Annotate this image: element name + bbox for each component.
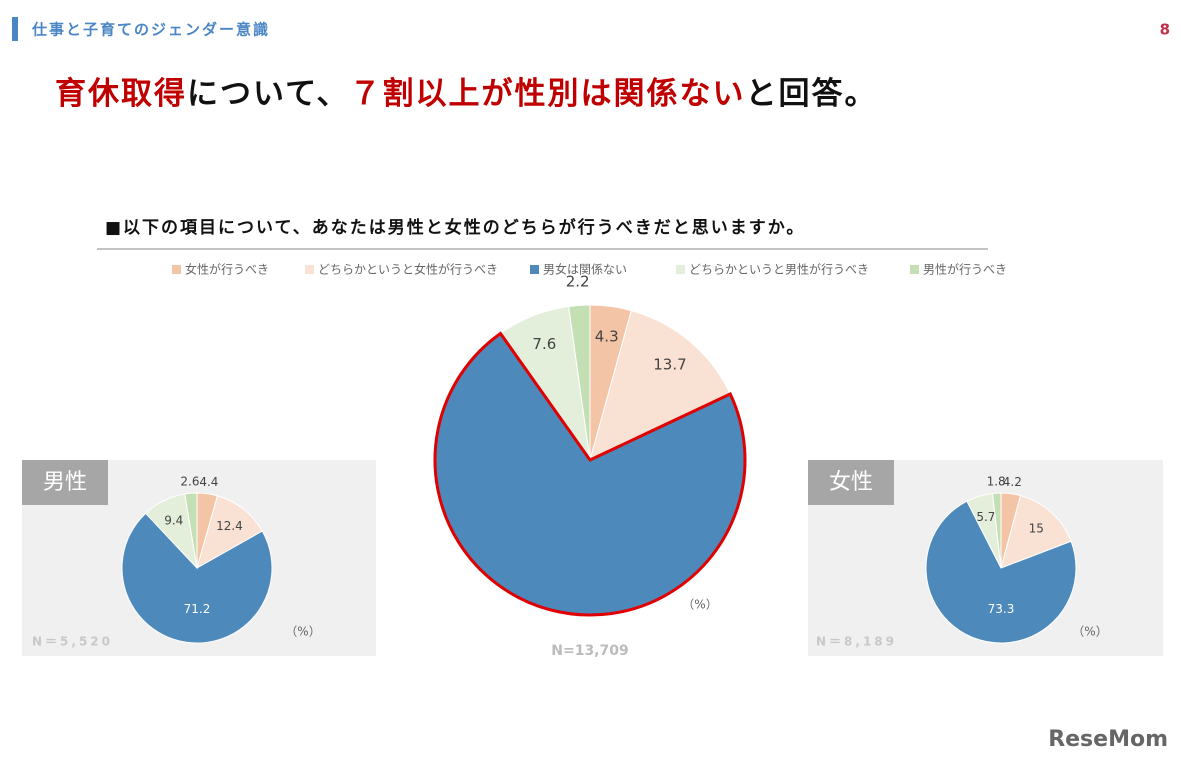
pie-slice (1000, 494, 1072, 569)
legend-swatch (172, 265, 181, 274)
legend-swatch (530, 265, 539, 274)
unit-label: （%） (682, 598, 717, 612)
legend-swatch (910, 265, 919, 274)
value-label: 1.8 (987, 474, 1006, 488)
page-number: 8 (1160, 21, 1170, 39)
title-segment: と回答。 (746, 76, 878, 112)
unit-label: （%） (285, 625, 320, 639)
value-label: 9.4 (164, 513, 183, 527)
legend-label: 女性が行うべき (185, 262, 269, 277)
legend-label: どちらかというと女性が行うべき (318, 262, 498, 277)
question: ■以下の項目について、あなたは男性と女性のどちらが行うべきだと思いますか。 (105, 217, 805, 238)
pie-slice (433, 331, 747, 617)
legend-swatch (676, 265, 685, 274)
pie-slice (196, 495, 263, 570)
value-label: 13.7 (653, 356, 686, 374)
value-label: 7.6 (532, 335, 556, 353)
sample-size: N＝5,520 (32, 635, 113, 649)
panel-label: 女性 (829, 470, 873, 495)
panel-tab (808, 460, 894, 505)
pie-slice (925, 500, 1077, 644)
pie-slice (568, 304, 591, 461)
slide-title: 育休取得について、７割以上が性別は関係ないと回答。 (55, 76, 878, 112)
value-label: 4.3 (595, 328, 619, 346)
value-label: 4.4 (199, 475, 218, 489)
pie-slice (184, 492, 198, 569)
value-label: 15 (1029, 522, 1044, 536)
value-label: 2.6 (180, 475, 199, 489)
value-label: 5.7 (976, 510, 995, 524)
panel-label: 男性 (43, 470, 87, 495)
sample-size: N=13,709 (551, 643, 628, 659)
legend-swatch (305, 265, 314, 274)
pie-slice (121, 512, 273, 644)
pie-slice (991, 492, 1002, 569)
unit-label: （%） (1072, 625, 1107, 639)
legend-label: どちらかというと男性が行うべき (689, 262, 869, 277)
value-label: 73.3 (988, 602, 1015, 616)
title-segment: について、 (187, 76, 350, 112)
sample-size: N＝8,189 (816, 635, 897, 649)
legend-label: 男女は関係ない (543, 262, 627, 277)
title-segment: ７割以上が性別は関係ない (350, 76, 746, 112)
header-bar (12, 17, 18, 41)
section-title: 仕事と子育てのジェンダー意識 (31, 21, 270, 39)
logo: ReseMom (1048, 727, 1168, 752)
value-label: 4.2 (1003, 475, 1022, 489)
pie-slice (589, 310, 731, 461)
value-label: 71.2 (184, 602, 211, 616)
value-label: 12.4 (216, 519, 243, 533)
legend-label: 男性が行うべき (923, 262, 1007, 277)
title-segment: 育休取得 (55, 76, 187, 112)
value-label: 2.2 (566, 273, 590, 291)
panel-tab (22, 460, 108, 505)
